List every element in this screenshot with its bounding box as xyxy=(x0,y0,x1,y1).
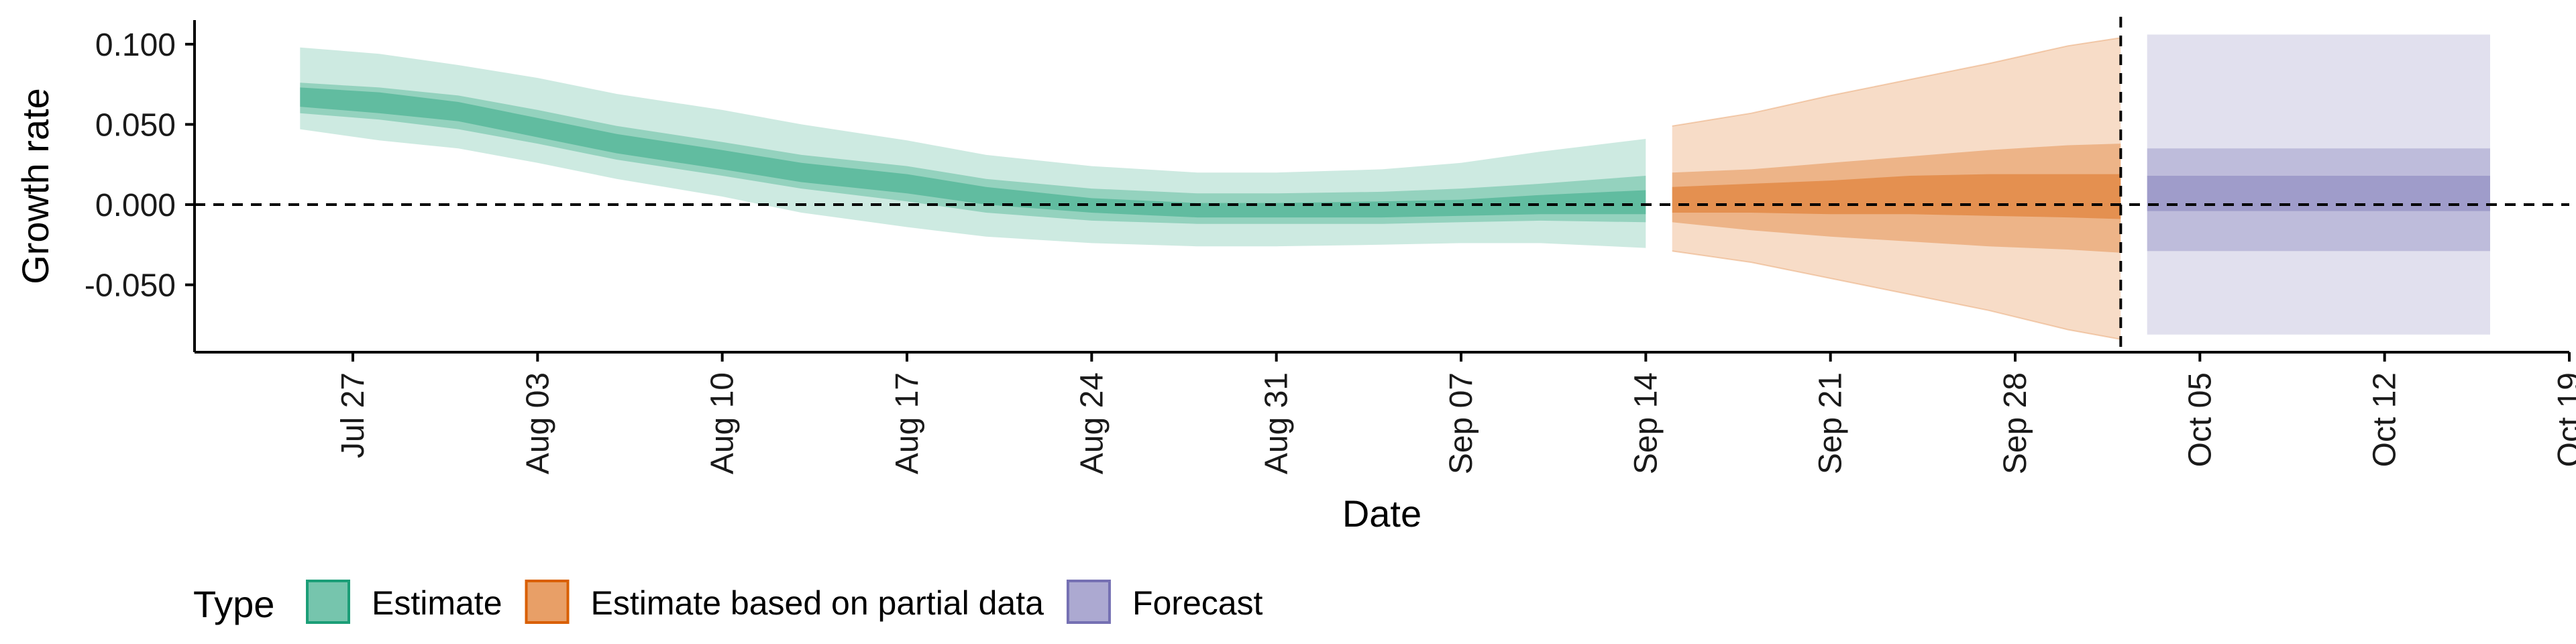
x-tick-label: Sep 21 xyxy=(1813,372,1849,474)
x-tick-label: Oct 12 xyxy=(2367,372,2403,467)
x-tick-label: Oct 05 xyxy=(2182,372,2218,467)
y-axis-title: Growth rate xyxy=(14,88,56,284)
x-ticks: Jul 27 Aug 03 Aug 10 Aug 17 Aug 24 Aug 31 Sep … xyxy=(335,352,2576,474)
band-inner xyxy=(1672,174,2121,219)
y-tick-label: 0.050 xyxy=(95,107,176,143)
x-tick-label: Oct 19 xyxy=(2552,372,2576,467)
x-tick-label: Sep 28 xyxy=(1998,372,2033,474)
y-tick-label: -0.050 xyxy=(85,268,176,304)
band-mid xyxy=(300,83,1646,224)
y-tick-label: 0.100 xyxy=(95,28,176,63)
reference-lines xyxy=(195,17,2569,352)
legend-swatch xyxy=(306,580,350,624)
x-axis-title: Date xyxy=(1342,492,1421,535)
x-tick-label: Sep 07 xyxy=(1444,372,1479,474)
series-forecast xyxy=(2147,34,2490,335)
band-outer xyxy=(1672,38,2121,339)
legend-item: Forecast xyxy=(1066,580,1263,624)
band-inner xyxy=(2147,176,2490,211)
x-tick-label: Aug 31 xyxy=(1259,372,1295,474)
x-tick-label: Aug 10 xyxy=(705,372,741,474)
band-outer xyxy=(2147,34,2490,335)
band-mid xyxy=(2147,148,2490,252)
legend-item: Estimate based on partial data xyxy=(525,580,1044,624)
legend-label: Forecast xyxy=(1132,584,1263,622)
legend: Type Estimate Estimate based on partial d… xyxy=(193,580,1263,625)
legend-title: Type xyxy=(193,583,274,625)
band-outline-lower xyxy=(1672,250,2121,340)
x-tick-label: Aug 17 xyxy=(890,372,925,474)
series-estimate-based-on-partial-data xyxy=(1672,37,2121,340)
legend-label: Estimate xyxy=(372,584,502,622)
axes xyxy=(193,20,2569,354)
legend-swatch xyxy=(1066,580,1111,624)
y-ticks: 0.100 0.050 0.000 -0.050 xyxy=(85,28,195,304)
x-tick-label: Aug 03 xyxy=(520,372,555,474)
y-tick-label: 0.000 xyxy=(95,188,176,223)
band-mid xyxy=(1672,144,2121,253)
legend-item: Estimate xyxy=(306,580,502,624)
series-estimate xyxy=(300,47,1646,248)
ribbon-layer xyxy=(300,34,2490,340)
band-outer xyxy=(300,47,1646,248)
x-tick-label: Sep 14 xyxy=(1628,372,1664,474)
band-outline-upper xyxy=(1672,37,2121,127)
legend-label: Estimate based on partial data xyxy=(591,584,1044,622)
x-tick-label: Aug 24 xyxy=(1074,372,1110,474)
x-tick-label: Jul 27 xyxy=(335,372,371,458)
legend-swatch xyxy=(525,580,570,624)
